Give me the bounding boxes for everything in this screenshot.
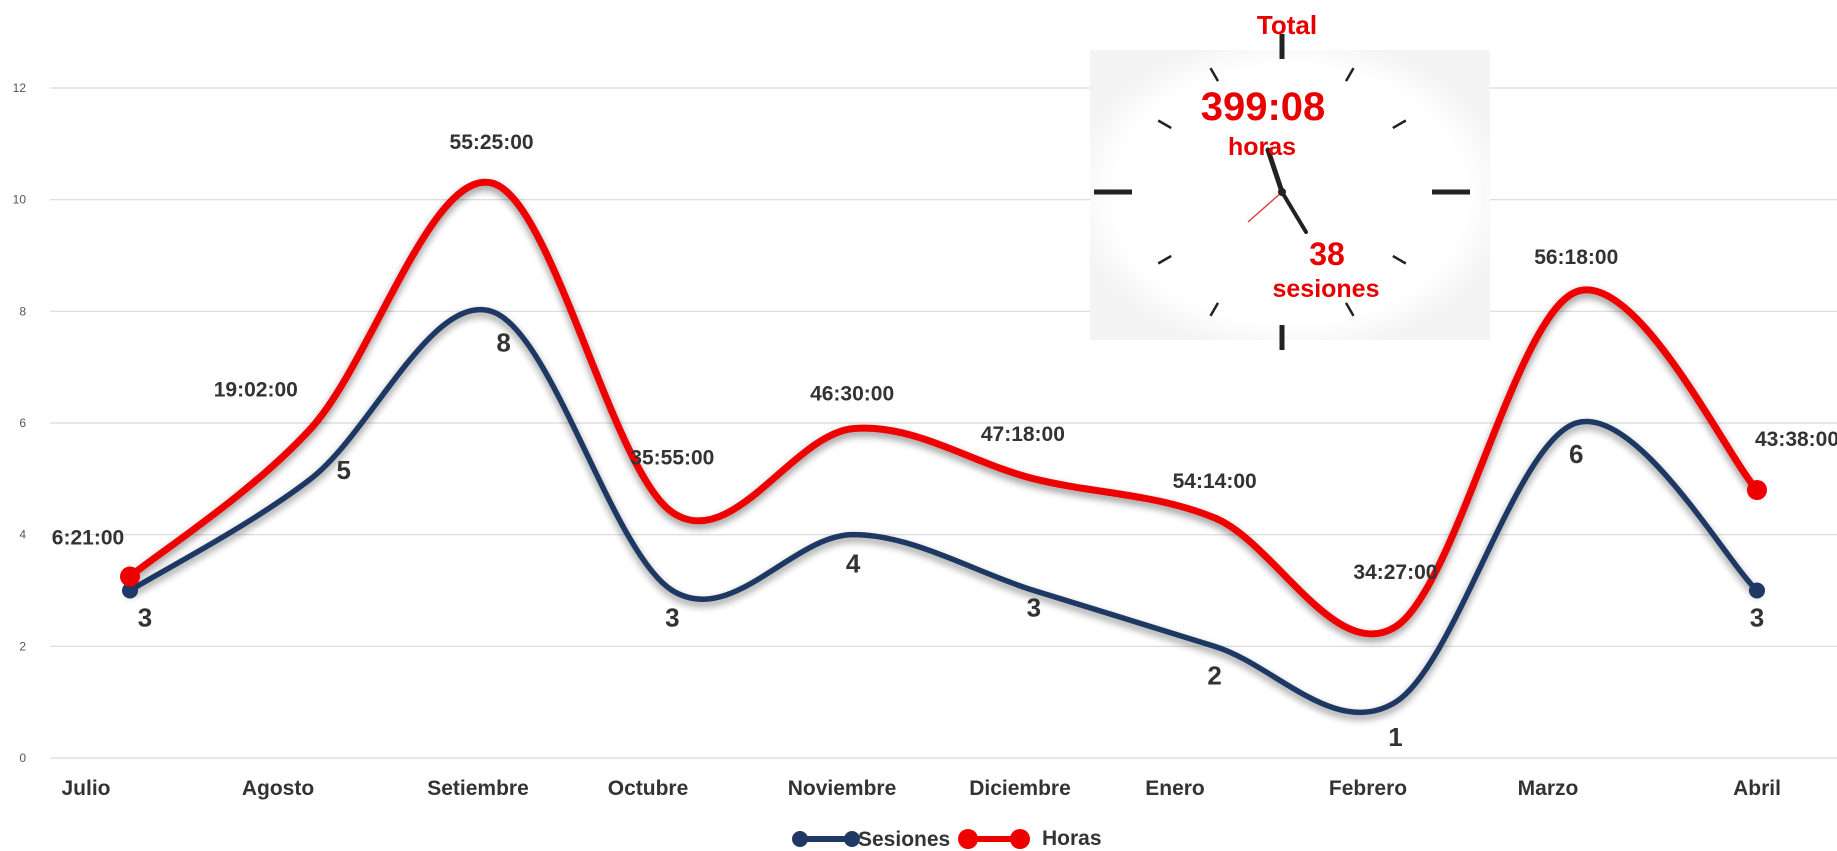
data-label-sesiones: 2 [1207, 660, 1221, 690]
x-tick-label: Noviembre [788, 777, 897, 800]
x-tick-label: Abril [1733, 777, 1781, 800]
y-tick-label: 2 [19, 639, 26, 653]
y-tick-label: 8 [19, 304, 26, 318]
data-label-horas: 56:18:00 [1534, 246, 1618, 269]
data-label-horas: 34:27:00 [1353, 561, 1437, 584]
x-tick-label: Febrero [1329, 777, 1407, 800]
clock-second-hand [1247, 191, 1283, 223]
legend: Sesiones Horas [792, 827, 1102, 851]
clock-tick [1157, 119, 1172, 130]
y-tick-label: 6 [19, 416, 26, 430]
clock-tick [1392, 119, 1407, 130]
clock-tick [1209, 302, 1220, 317]
x-tick-label: Setiembre [427, 777, 529, 800]
legend-item-horas: Horas [958, 827, 1102, 850]
x-tick-label: Agosto [242, 777, 314, 800]
data-label-sesiones: 3 [138, 603, 152, 633]
data-label-horas: 55:25:00 [450, 131, 534, 154]
total-summary-clock: Total 399:08 horas 38 sesiones [1090, 10, 1490, 350]
legend-label-horas: Horas [1042, 827, 1102, 850]
point-marker-sesiones [1749, 582, 1765, 599]
summary-total-label: Total [1257, 10, 1317, 40]
y-axis: 0 2 4 6 8 10 12 [13, 81, 27, 765]
clock-tick [1209, 67, 1220, 82]
clock-tick [1344, 67, 1355, 82]
y-tick-label: 0 [19, 751, 26, 765]
summary-hours-unit: horas [1228, 133, 1296, 161]
data-label-horas: 47:18:00 [981, 423, 1065, 446]
clock-hands [1247, 147, 1308, 234]
data-label-sesiones: 8 [496, 327, 510, 357]
clock-icon [1094, 34, 1470, 350]
legend-marker-sesiones [792, 831, 808, 847]
data-labels: 3 5 8 3 4 3 2 1 6 3 6:21:00 19:02:00 55:25:00 35:55:0… [52, 131, 1837, 752]
data-label-sesiones: 3 [1027, 593, 1041, 623]
summary-hours-value: 399:08 [1201, 85, 1326, 129]
legend-marker-sesiones [844, 831, 860, 847]
x-tick-label: Marzo [1518, 777, 1579, 800]
legend-label-sesiones: Sesiones [858, 828, 950, 851]
data-label-sesiones: 4 [846, 549, 861, 579]
data-label-sesiones: 6 [1569, 439, 1583, 469]
series-lines [120, 178, 1767, 716]
data-label-sesiones: 3 [665, 603, 679, 633]
series-sesiones [122, 306, 1765, 716]
legend-marker-horas [958, 829, 978, 849]
data-label-horas: 46:30:00 [810, 383, 894, 406]
point-marker-horas [1747, 480, 1767, 500]
x-axis: Julio Agosto Setiembre Octubre Noviembre Dici… [61, 777, 1780, 800]
series-line-sesiones [127, 306, 1760, 716]
data-label-sesiones: 5 [337, 455, 351, 485]
clock-minute-hand [1280, 190, 1308, 234]
clock-hour-hand [1265, 147, 1285, 195]
x-tick-label: Diciembre [969, 777, 1071, 800]
x-tick-label: Julio [61, 777, 110, 800]
x-tick-label: Octubre [608, 777, 689, 800]
y-tick-label: 4 [19, 528, 26, 542]
point-marker-sesiones [122, 582, 138, 599]
grid-lines [50, 87, 1837, 759]
clock-tick [1344, 302, 1355, 317]
point-marker-horas [120, 566, 140, 587]
series-line-horas [126, 178, 1761, 638]
data-label-sesiones: 1 [1388, 722, 1402, 752]
clock-tick [1392, 254, 1407, 265]
summary-sessions-value: 38 [1309, 236, 1345, 272]
data-label-horas: 35:55:00 [630, 446, 714, 469]
x-tick-label: Enero [1145, 777, 1205, 800]
summary-sessions-unit: sesiones [1272, 275, 1379, 303]
data-label-horas: 19:02:00 [214, 379, 298, 402]
legend-marker-horas [1010, 829, 1030, 849]
data-label-sesiones: 3 [1750, 603, 1764, 633]
legend-item-sesiones: Sesiones [792, 828, 950, 851]
data-label-horas: 54:14:00 [1173, 470, 1257, 493]
clock-face [1090, 50, 1490, 340]
y-tick-label: 12 [13, 81, 27, 95]
clock-tick [1157, 254, 1172, 265]
series-horas [120, 178, 1767, 638]
data-label-horas: 43:38:00 [1755, 428, 1837, 451]
y-tick-label: 10 [13, 193, 27, 207]
data-label-horas: 6:21:00 [52, 527, 124, 550]
clock-center [1278, 188, 1286, 196]
